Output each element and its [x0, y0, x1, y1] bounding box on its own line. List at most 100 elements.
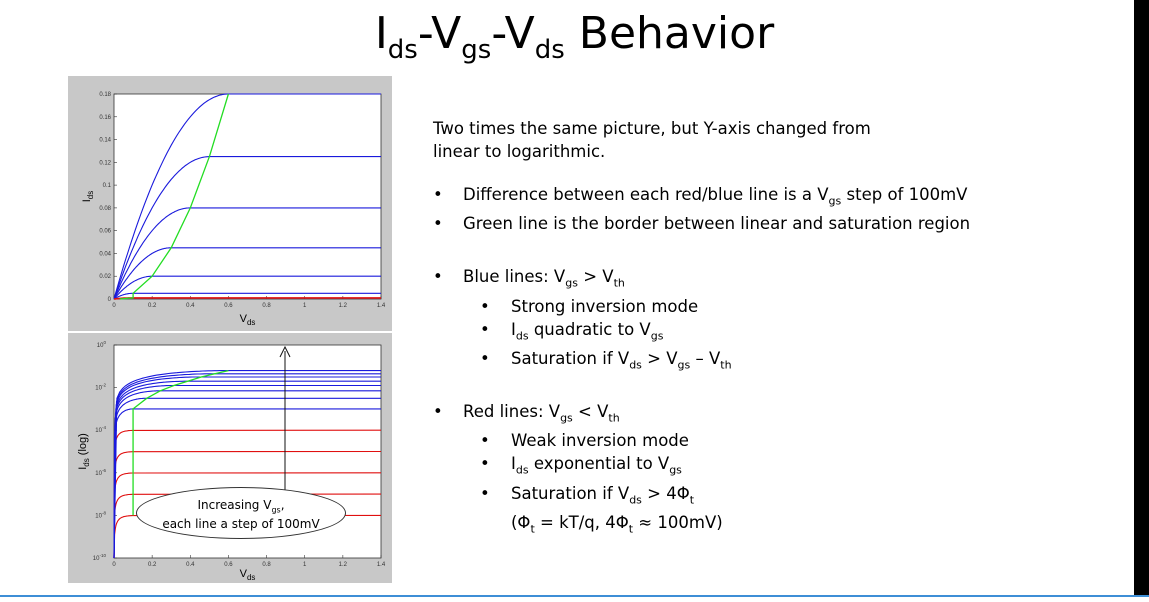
y-tick-label: 10-8	[95, 510, 106, 519]
y-tick-label: 0.04	[99, 251, 111, 257]
x-tick-label: 1	[303, 303, 307, 309]
x-tick-label: 1.2	[339, 303, 348, 309]
bullet-blue-lines: Blue lines: Vgs > Vth	[433, 265, 1133, 294]
red-curve-5	[113, 514, 382, 559]
y-tick-label: 0.12	[99, 160, 111, 166]
iv-curve-1	[113, 93, 381, 300]
linear-chart-panel: 0 0.2 0.4 0.6 0.8 1 1.2 1.4 0 0.02 0.04 0.06 0.08 0.1…	[68, 76, 392, 331]
x-axis-label-sub: ds	[247, 318, 255, 327]
iv-curve-6	[113, 292, 381, 300]
red-curve-4	[113, 493, 382, 559]
y-tick-base: 10	[95, 513, 102, 519]
y-tick-label: 0.14	[99, 138, 111, 144]
linear-ids-vds-chart: 0 0.2 0.4 0.6 0.8 1 1.2 1.4 0 0.02 0.04 0.06 0.08 0.1…	[81, 92, 386, 327]
y-tick-label: 100	[97, 340, 107, 349]
x-tick-label: 0.2	[148, 562, 157, 568]
y-axis-label: Ids (log)	[77, 433, 91, 470]
y-tick-label: 0.16	[99, 115, 111, 121]
x-axis-label: Vds	[240, 568, 256, 582]
y-tick-exponent: 0	[103, 340, 106, 345]
x-tick-label: 1.4	[377, 303, 386, 309]
x-tick-label: 0	[112, 562, 116, 568]
x-tick-label: 0	[112, 303, 116, 309]
y-tick-label: 0.1	[103, 183, 112, 189]
linear-saturation-border	[119, 93, 230, 300]
y-axis-label-sub: ds	[86, 191, 95, 199]
y-tick-base: 10	[97, 343, 104, 349]
y-tick-label: 0.06	[99, 229, 111, 235]
bullet-saturation-strong: Saturation if Vds > Vgs – Vth	[433, 347, 1133, 376]
blue-curve-7	[113, 397, 381, 559]
y-tick-label: 10-10	[93, 553, 107, 562]
x-tick-label: 0.2	[148, 303, 157, 309]
y-tick-base: 10	[95, 428, 102, 434]
iv-curve-5	[113, 275, 381, 300]
blue-curve-3	[113, 376, 381, 559]
y-tick-label: 10-4	[95, 425, 106, 434]
y-tick-label: 10-2	[95, 383, 106, 392]
y-tick-label: 0.18	[99, 92, 111, 98]
slide-title: Ids-Vgs-Vds Behavior	[374, 8, 775, 65]
blue-curve-5	[113, 384, 381, 559]
plot-area	[113, 93, 382, 300]
thermal-voltage-note: (Φt = kT/q, 4Φt ≈ 100mV)	[511, 513, 723, 536]
explanation-text: Two times the same picture, but Y-axis c…	[433, 117, 1133, 540]
y-tick-base: 10	[93, 556, 100, 562]
increasing-vgs-annotation: Increasing Vgs, each line a step of 100m…	[136, 487, 346, 539]
x-axis-label: Vds	[240, 313, 256, 327]
y-tick-exponent: -4	[102, 425, 106, 430]
bullet-green-line: Green line is the border between linear …	[433, 212, 1133, 235]
x-tick-label: 1.4	[377, 562, 386, 568]
log-chart-panel: 0 0.2 0.4 0.6 0.8 1 1.2 1.4 100 10-2 10-4 10-6 10-8 1…	[68, 333, 392, 583]
red-curve-1	[113, 429, 382, 559]
red-curve-2	[113, 450, 382, 559]
x-tick-label: 0.6	[224, 303, 233, 309]
y-tick-base: 10	[95, 471, 102, 477]
x-axis-label-sub: ds	[247, 573, 255, 582]
y-axis-label-main: I	[81, 199, 93, 202]
y-tick-base: 10	[95, 386, 102, 392]
blue-curve-6	[113, 390, 381, 559]
bullet-quadratic: Ids quadratic to Vgs	[433, 318, 1133, 347]
y-tick-exponent: -6	[102, 468, 106, 473]
bullet-strong-inversion: Strong inversion mode	[433, 295, 1133, 318]
y-axis-label-sub: ds	[82, 458, 91, 466]
bullet-vgs-step: Difference between each red/blue line is…	[433, 183, 1133, 212]
iv-curve-2	[113, 156, 381, 300]
arrow-head	[279, 345, 291, 358]
y-tick-label: 0	[108, 297, 112, 303]
intro-text: Two times the same picture, but Y-axis c…	[433, 119, 871, 161]
y-tick-exponent: -8	[102, 510, 106, 515]
x-tick-label: 0.8	[262, 303, 271, 309]
y-axis-label: Ids	[81, 191, 95, 203]
x-tick-label: 1	[303, 562, 307, 568]
x-axis-label-main: V	[240, 313, 248, 325]
y-axis-label-tail: (log)	[77, 433, 89, 458]
y-tick-label: 0.02	[99, 274, 111, 280]
blue-curve-4	[113, 380, 381, 559]
slide-right-edge	[1134, 0, 1149, 595]
bullet-weak-inversion: Weak inversion mode	[433, 429, 1133, 452]
red-curve-3	[113, 472, 382, 559]
iv-curve-4	[113, 247, 381, 300]
y-tick-label: 10-6	[95, 468, 106, 477]
x-tick-label: 0.4	[186, 562, 195, 568]
y-tick-label: 0.08	[99, 206, 111, 212]
blue-curve-8	[113, 408, 381, 559]
bullet-red-lines: Red lines: Vgs < Vth	[433, 400, 1133, 429]
y-tick-exponent: -10	[99, 553, 106, 558]
x-tick-label: 0.4	[186, 303, 195, 309]
x-tick-label: 0.8	[262, 562, 271, 568]
slide-footer-line	[0, 595, 1149, 597]
log-saturation-border	[132, 369, 229, 516]
iv-curve-3	[113, 207, 381, 300]
bullet-exponential: Ids exponential to Vgs	[433, 452, 1133, 481]
x-axis-label-main: V	[240, 568, 248, 580]
bullet-saturation-weak: Saturation if Vds > 4Φt	[433, 482, 1133, 511]
log-ids-vds-chart: 0 0.2 0.4 0.6 0.8 1 1.2 1.410010-210-410-610-81…	[77, 340, 386, 582]
x-tick-label: 1.2	[339, 562, 348, 568]
blue-curve-1	[113, 370, 381, 559]
y-axis-label-main: I	[77, 467, 89, 470]
x-tick-label: 0.6	[224, 562, 233, 568]
blue-curve-2	[113, 373, 381, 559]
